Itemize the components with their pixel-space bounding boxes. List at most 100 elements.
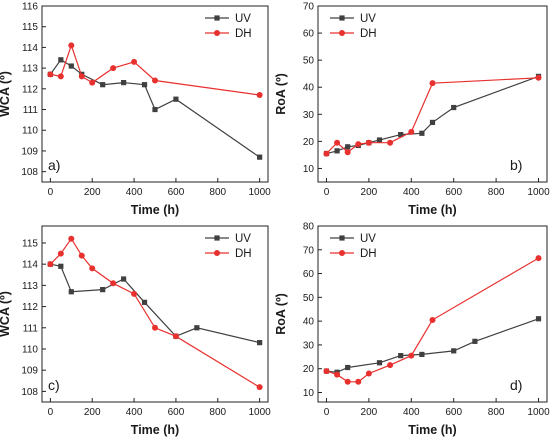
data-point-uv bbox=[451, 348, 457, 354]
data-point-dh bbox=[89, 79, 96, 86]
data-point-dh bbox=[323, 368, 330, 375]
legend-label-dh: DH bbox=[235, 28, 252, 40]
y-tick-label: 30 bbox=[303, 110, 315, 121]
data-point-dh bbox=[89, 265, 96, 272]
data-point-uv bbox=[257, 340, 263, 346]
y-tick-label: 70 bbox=[303, 2, 315, 13]
y-tick-label: 116 bbox=[22, 2, 38, 13]
x-tick-label: 400 bbox=[126, 407, 143, 418]
y-tick-label: 109 bbox=[21, 146, 38, 157]
y-axis-label: RoA (º) bbox=[274, 293, 288, 335]
data-point-dh bbox=[334, 139, 341, 146]
data-point-dh bbox=[78, 73, 85, 80]
x-tick-label: 600 bbox=[168, 187, 185, 198]
data-point-uv bbox=[419, 351, 425, 358]
data-point-uv bbox=[257, 154, 263, 160]
x-axis-label: Time (h) bbox=[408, 203, 456, 217]
data-point-uv bbox=[398, 353, 404, 359]
data-point-dh bbox=[256, 384, 263, 391]
legend-label-dh: DH bbox=[235, 248, 252, 260]
data-point-uv bbox=[68, 63, 74, 69]
panel-label: a) bbox=[48, 157, 60, 173]
series-line-uv bbox=[326, 318, 539, 373]
y-tick-label: 109 bbox=[21, 366, 38, 377]
panel-label: c) bbox=[48, 377, 60, 393]
data-point-uv bbox=[58, 263, 64, 269]
data-point-uv bbox=[419, 130, 425, 136]
x-tick-label: 1000 bbox=[249, 187, 272, 198]
data-point-uv bbox=[376, 360, 383, 366]
data-point-dh bbox=[334, 371, 341, 378]
data-point-uv bbox=[100, 82, 106, 88]
x-tick-label: 600 bbox=[168, 407, 185, 418]
x-tick-label: 800 bbox=[209, 407, 226, 418]
data-point-uv bbox=[68, 289, 74, 295]
data-point-dh bbox=[68, 42, 75, 49]
data-point-uv bbox=[429, 119, 436, 126]
legend-label-dh: DH bbox=[360, 248, 377, 260]
chart-panel-4: 0 200 400 600 800 1000 10 20 30 40 50 60 70 80 Time (h… bbox=[274, 222, 550, 438]
x-tick-label: 800 bbox=[209, 187, 226, 198]
data-point-uv bbox=[535, 316, 542, 322]
data-point-dh bbox=[344, 149, 351, 156]
data-point-dh bbox=[172, 333, 179, 340]
data-point-dh bbox=[152, 77, 158, 84]
data-point-uv bbox=[121, 276, 127, 282]
data-point-dh bbox=[110, 280, 117, 287]
x-tick-label: 200 bbox=[361, 407, 378, 418]
data-point-uv bbox=[345, 144, 351, 150]
y-tick-label: 10 bbox=[303, 388, 315, 399]
legend-label-uv: UV bbox=[235, 13, 251, 25]
data-point-dh bbox=[387, 362, 394, 369]
data-point-dh bbox=[152, 324, 158, 331]
x-tick-label: 600 bbox=[445, 407, 462, 418]
data-point-uv bbox=[100, 287, 106, 293]
x-tick-label: 800 bbox=[488, 187, 505, 198]
x-tick-label: 400 bbox=[403, 187, 420, 198]
y-axis-label: WCA (º) bbox=[0, 291, 12, 337]
y-tick-label: 112 bbox=[22, 84, 38, 95]
data-point-uv bbox=[398, 132, 404, 138]
legend-marker-uv bbox=[339, 15, 345, 21]
data-point-uv bbox=[58, 57, 64, 63]
data-point-uv bbox=[152, 106, 158, 113]
x-tick-label: 400 bbox=[403, 407, 420, 418]
x-tick-label: 200 bbox=[84, 407, 101, 418]
data-point-dh bbox=[365, 370, 372, 377]
y-tick-label: 111 bbox=[23, 323, 39, 334]
data-point-dh bbox=[131, 58, 138, 65]
series-line-uv bbox=[49, 59, 260, 158]
y-tick-label: 110 bbox=[22, 126, 38, 137]
y-tick-label: 80 bbox=[303, 222, 315, 233]
y-tick-label: 114 bbox=[22, 43, 38, 54]
data-point-dh bbox=[47, 261, 54, 268]
x-axis-label: Time (h) bbox=[408, 423, 456, 437]
y-tick-label: 50 bbox=[303, 56, 315, 67]
y-tick-label: 115 bbox=[22, 22, 38, 33]
panel-label: d) bbox=[510, 377, 522, 393]
data-point-uv bbox=[121, 80, 127, 86]
y-tick-label: 70 bbox=[303, 245, 315, 256]
data-point-dh bbox=[57, 250, 64, 257]
data-point-dh bbox=[408, 128, 415, 135]
legend-label-uv: UV bbox=[360, 233, 376, 245]
data-point-dh bbox=[256, 92, 263, 99]
legend-marker-uv bbox=[214, 15, 220, 21]
data-point-uv bbox=[173, 96, 179, 102]
legend-marker-dh bbox=[214, 250, 220, 256]
legend-marker-uv bbox=[214, 235, 220, 241]
x-tick-label: 400 bbox=[126, 187, 143, 198]
y-tick-label: 110 bbox=[22, 344, 38, 355]
data-point-dh bbox=[57, 73, 64, 80]
x-tick-label: 1000 bbox=[249, 407, 272, 418]
data-point-uv bbox=[376, 137, 383, 143]
x-tick-label: 0 bbox=[48, 187, 54, 198]
y-tick-label: 50 bbox=[303, 293, 315, 304]
x-tick-label: 600 bbox=[445, 187, 462, 198]
legend-label-dh: DH bbox=[360, 28, 377, 40]
y-tick-label: 108 bbox=[21, 387, 38, 398]
y-tick-label: 108 bbox=[21, 167, 38, 178]
data-point-uv bbox=[141, 299, 148, 305]
legend-marker-dh bbox=[214, 30, 220, 36]
legend: UV DH bbox=[205, 13, 252, 40]
